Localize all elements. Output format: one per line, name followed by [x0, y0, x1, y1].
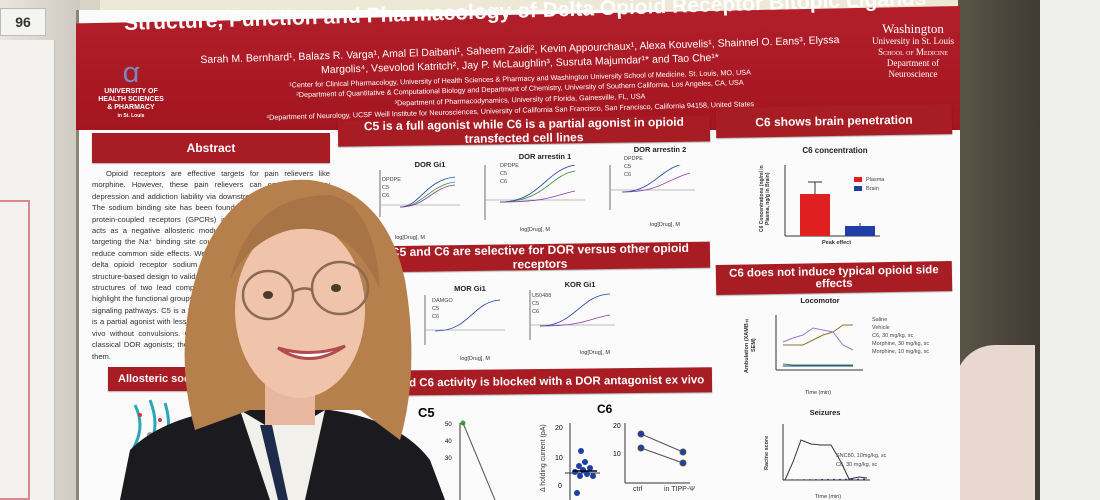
chart-legend: U50488 C5 C6 [532, 293, 552, 315]
svg-text:30: 30 [445, 456, 452, 462]
section-agonist-header: C5 is a full agonist while C6 is a parti… [337, 115, 711, 147]
x-axis-label: Peak effect [822, 240, 852, 246]
wustl-logo: Washington University in St. Louis Schoo… [871, 21, 954, 80]
chart-title: Locomotor [800, 296, 840, 305]
seizures-line-chart [782, 424, 870, 481]
x-axis-label: log[Drug], M [650, 222, 680, 228]
adjacent-board [1040, 0, 1100, 500]
c6-concentration-bar-chart [784, 165, 880, 237]
bystander-shoulder [955, 345, 1035, 500]
bar-brain [845, 226, 875, 236]
svg-text:10: 10 [613, 451, 621, 458]
svg-text:20: 20 [613, 423, 621, 430]
chart-legend: DPDPE C5 C6 [624, 156, 643, 178]
chart-legend: Saline Vehicle C6, 30 mg/kg, sc Morphine, 3… [872, 317, 930, 355]
chart-title: DOR arrestin 1 [518, 152, 572, 161]
dor-dose-response-charts [379, 165, 695, 220]
y-axis-label: Ambulation (XAMB± SEM) [744, 317, 757, 373]
shirt-collar [240, 410, 325, 500]
lanyard [260, 425, 288, 500]
svg-text:20: 20 [555, 425, 563, 432]
face [235, 222, 365, 398]
chart-title: DOR arrestin 2 [633, 145, 687, 154]
chart-title: C6 [597, 402, 613, 416]
chart-title: KOR Gi1 [564, 280, 596, 289]
glasses-icon [241, 260, 370, 321]
dor-gi1-plot [379, 170, 460, 217]
x-axis-label: log[Drug], M [395, 235, 425, 241]
locomotor-line-chart [775, 315, 863, 371]
svg-text:0: 0 [558, 483, 562, 490]
x-axis-label: Time (min) [805, 390, 832, 396]
x-axis-label: Time (min) [815, 494, 842, 500]
y-axis-label: Racine score [764, 435, 770, 470]
chart-title: C5 [418, 405, 435, 420]
chart-legend: Plasma Brain [866, 177, 885, 192]
bar-plasma [800, 194, 830, 236]
adjacent-poster [0, 40, 55, 500]
x-axis-label: log[Drug], M [520, 227, 550, 233]
mor-kor-charts [424, 290, 615, 345]
chart-title: Seizures [809, 408, 841, 417]
svg-text:50: 50 [445, 422, 452, 428]
chart-legend: SNC80, 10mg/kg, sc C6, 30 mg/kg, sc [836, 453, 887, 468]
uhsp-logo: ꭤ UNIVERSITY OF HEALTH SCIENCES & PHARMA… [98, 56, 164, 120]
chart-title: DOR Gi1 [414, 160, 446, 169]
mor-gi1-plot [424, 295, 505, 345]
board-number-tag: 96 [0, 8, 46, 36]
svg-text:40: 40 [445, 439, 452, 445]
hair-fringe [230, 195, 380, 290]
x-axis-label: log[Drug], M [580, 350, 610, 356]
dor-arr2-plot [609, 165, 695, 210]
dor-arr1-plot [484, 165, 585, 220]
kor-gi1-plot [529, 290, 615, 340]
svg-text:10: 10 [555, 455, 563, 462]
chart-title: C6 concentration [802, 146, 868, 155]
mouth [277, 344, 346, 360]
chart-legend: DPDPE C5 C6 [500, 163, 519, 185]
y-axis-label: Δ holding current (pA) [540, 424, 547, 492]
x-tick: in TIPP-Ψ [664, 486, 696, 493]
section-abstract-header: Abstract [92, 133, 330, 163]
chart-legend: DPDPE C5 C6 [382, 177, 401, 199]
chart-legend: DAMGO C5 C6 [432, 298, 453, 320]
section-side-effects-header: C6 does not induce typical opioid side e… [715, 260, 953, 296]
chart-title: MOR Gi1 [454, 284, 486, 293]
x-tick: ctrl [633, 486, 643, 493]
x-axis-label: log[Drug], M [460, 356, 490, 362]
section-brain-header: C6 shows brain penetration [715, 103, 953, 139]
ex-vivo-charts: 50 40 30 20 10 0 20 10 [445, 420, 690, 500]
presenter-photo [120, 179, 445, 500]
